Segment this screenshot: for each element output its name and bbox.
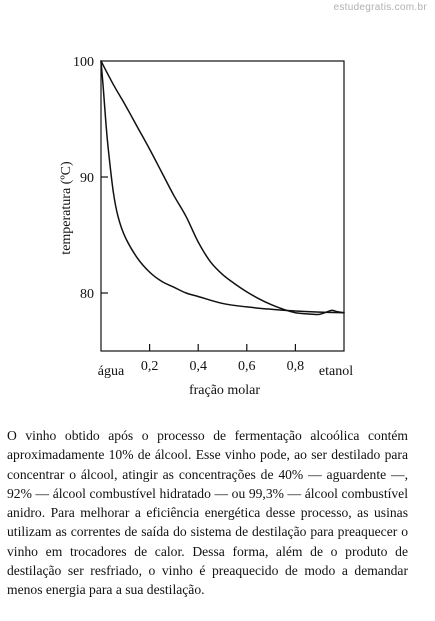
y-tick-label: 100: [73, 55, 94, 70]
x-tick-label: 0,6: [238, 359, 256, 374]
curve-series-1: [100, 60, 345, 316]
x-tick-label: 0,8: [287, 359, 305, 374]
chart-axes: [100, 60, 345, 352]
chart-curves: [100, 60, 345, 316]
chart-labels: água 0,2 0,4 0,6 0,8 etanol 80 90 100 fração mola…: [59, 55, 353, 398]
curve-series-2: [100, 60, 345, 314]
description-paragraph: O vinho obtido após o processo de fermen…: [7, 428, 408, 598]
x-tick-label: água: [98, 364, 125, 379]
y-tick-label: 80: [80, 287, 94, 302]
x-tick-label: 0,4: [189, 359, 207, 374]
temperature-molar-fraction-chart: água 0,2 0,4 0,6 0,8 etanol 80 90 100 fração mola…: [59, 55, 353, 398]
y-tick-label: 90: [80, 171, 94, 186]
y-axis-title: temperatura (ºC): [59, 161, 74, 255]
watermark: estudegratis.com.br: [333, 2, 427, 13]
x-tick-label: 0,2: [141, 359, 159, 374]
x-tick-label: etanol: [319, 364, 353, 379]
plot-frame: [100, 60, 345, 352]
x-axis-title: fração molar: [189, 383, 260, 398]
